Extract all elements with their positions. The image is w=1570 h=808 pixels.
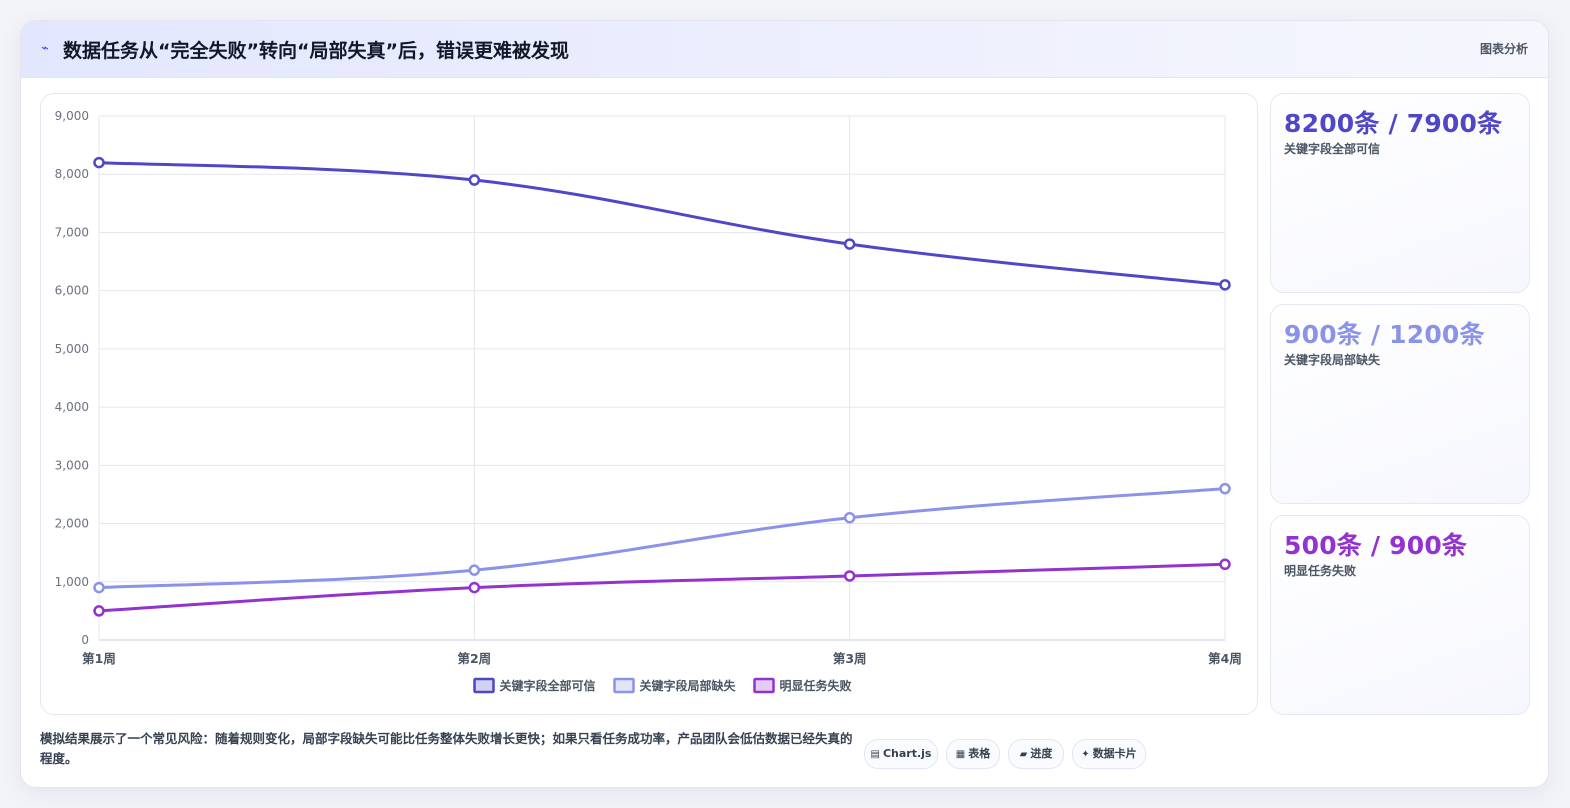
card-header: ⌁ 数据任务从“完全失败”转向“局部失真”后，错误更难被发现 图表分析 <box>21 21 1548 78</box>
sparkle-icon: ✦ <box>1081 749 1090 760</box>
x-tick-label: 第1周 <box>82 651 116 666</box>
stat-label: 关键字段局部缺失 <box>1284 353 1381 367</box>
chart-icon: ▤ <box>870 749 880 760</box>
stat-card-partial-missing: 900条 / 1200条 关键字段局部缺失 <box>1270 304 1530 504</box>
y-tick-label: 8,000 <box>55 167 89 181</box>
line-chart-panel: 0 1,000 2,000 3,000 4,000 5,000 6,000 7,000 8,00… <box>40 93 1258 715</box>
progress-icon: ▰ <box>1019 749 1028 760</box>
y-tick-label: 2,000 <box>55 517 89 531</box>
chip-label: 进度 <box>1030 747 1053 760</box>
chart-line-icon: ⌁ <box>41 41 49 56</box>
y-tick-label: 4,000 <box>55 400 89 414</box>
card-title: 数据任务从“完全失败”转向“局部失真”后，错误更难被发现 <box>63 40 569 62</box>
data-point <box>1219 558 1231 571</box>
data-point <box>93 581 105 594</box>
legend-swatch <box>473 677 495 694</box>
chip-data-cards[interactable]: ✦ 数据卡片 <box>1072 739 1146 769</box>
chip-label: Chart.js <box>882 747 932 760</box>
line-chart: 0 1,000 2,000 3,000 4,000 5,000 6,000 7,000 8,00… <box>55 109 1242 694</box>
data-point <box>1219 279 1231 291</box>
chip-label: 数据卡片 <box>1092 747 1137 760</box>
footer-note: 模拟结果展示了一个常见风险：随着规则变化，局部字段缺失可能比任务整体失败增长更快… <box>40 731 853 766</box>
legend-swatch <box>753 677 775 694</box>
legend-label: 明显任务失败 <box>780 678 852 693</box>
chart-card: ⌁ 数据任务从“完全失败”转向“局部失真”后，错误更难被发现 图表分析 0 1,0… <box>20 20 1549 788</box>
x-tick-label: 第2周 <box>457 651 491 666</box>
stat-value: 8200条 / 7900条 <box>1284 109 1503 138</box>
data-point <box>843 570 856 582</box>
series-line <box>98 487 1226 590</box>
stat-label: 明显任务失败 <box>1284 564 1357 578</box>
series-line <box>98 161 1226 287</box>
data-point <box>1219 482 1231 495</box>
stat-value: 900条 / 1200条 <box>1284 320 1485 349</box>
data-point <box>468 581 481 594</box>
data-point <box>468 564 481 576</box>
chart-analysis-tag: 图表分析 <box>1479 42 1528 56</box>
chip-chartjs[interactable]: ▤ Chart.js <box>864 739 938 769</box>
stat-label: 关键字段全部可信 <box>1284 142 1381 156</box>
legend-label: 关键字段局部缺失 <box>640 678 737 693</box>
data-point <box>843 238 856 250</box>
x-tick-label: 第4周 <box>1208 651 1242 666</box>
data-point <box>93 605 105 617</box>
legend-swatch <box>613 677 635 694</box>
table-icon: ▦ <box>955 749 966 760</box>
stat-card-failed: 500条 / 900条 明显任务失败 <box>1270 515 1530 715</box>
x-tick-label: 第3周 <box>833 651 867 666</box>
chip-table[interactable]: ▦ 表格 <box>946 739 1000 769</box>
series-line <box>98 562 1226 613</box>
y-tick-label: 1,000 <box>55 575 89 589</box>
y-tick-label: 7,000 <box>55 225 89 239</box>
y-tick-label: 5,000 <box>55 342 89 356</box>
data-point <box>843 511 856 524</box>
data-point <box>468 174 481 186</box>
y-tick-label: 3,000 <box>55 458 89 472</box>
y-tick-label: 6,000 <box>55 284 89 298</box>
chip-progress[interactable]: ▰ 进度 <box>1008 739 1064 769</box>
data-point <box>93 156 105 169</box>
chip-label: 表格 <box>968 747 991 760</box>
stat-value: 500条 / 900条 <box>1284 531 1468 560</box>
stat-card-trusted: 8200条 / 7900条 关键字段全部可信 <box>1270 93 1530 293</box>
y-tick-label: 0 <box>81 633 89 647</box>
y-tick-label: 9,000 <box>55 109 89 123</box>
legend-label: 关键字段全部可信 <box>500 678 596 693</box>
